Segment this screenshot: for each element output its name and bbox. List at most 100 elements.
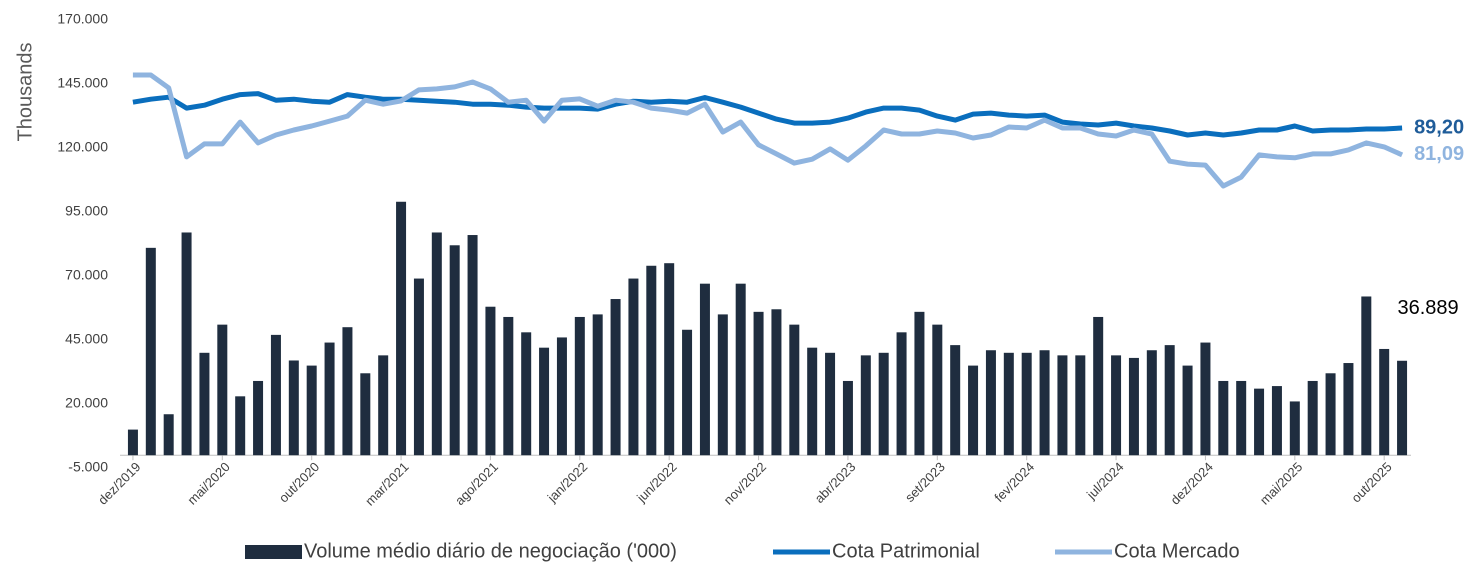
bar bbox=[628, 278, 639, 456]
bar bbox=[807, 347, 818, 456]
x-tick-label: out/2025 bbox=[1348, 459, 1394, 505]
bar bbox=[1075, 355, 1086, 456]
bar bbox=[181, 232, 192, 456]
bar bbox=[556, 337, 567, 456]
bar bbox=[646, 265, 657, 456]
x-tick-label: dez/2024 bbox=[1168, 459, 1216, 507]
bar bbox=[664, 263, 675, 456]
bar bbox=[1289, 401, 1300, 456]
bar bbox=[324, 342, 335, 456]
bar bbox=[610, 299, 621, 456]
bar bbox=[1111, 355, 1122, 456]
bar bbox=[771, 309, 782, 456]
bar bbox=[1218, 380, 1229, 456]
legend-label: Cota Mercado bbox=[1114, 540, 1240, 562]
bar bbox=[485, 306, 496, 456]
bar bbox=[1271, 386, 1282, 456]
bar bbox=[914, 311, 925, 456]
bar bbox=[735, 283, 746, 456]
bar bbox=[1200, 342, 1211, 456]
bar bbox=[467, 235, 478, 456]
bar bbox=[378, 355, 389, 456]
bar bbox=[1093, 316, 1104, 456]
bar bbox=[235, 396, 246, 456]
bar bbox=[825, 352, 836, 456]
bar bbox=[360, 373, 371, 456]
legend-swatch bbox=[245, 545, 302, 559]
bar bbox=[1307, 380, 1318, 456]
y-tick-label: 95.000 bbox=[65, 203, 108, 219]
bar bbox=[896, 332, 907, 456]
y-tick-label: -5.000 bbox=[68, 459, 108, 475]
bar bbox=[145, 247, 156, 456]
bar bbox=[1379, 348, 1390, 456]
y-axis-title: Thousands bbox=[14, 43, 36, 142]
bar bbox=[1003, 352, 1014, 456]
legend-label: Volume médio diário de negociação ('000) bbox=[304, 540, 677, 562]
y-tick-label: 45.000 bbox=[65, 331, 108, 347]
bar bbox=[842, 380, 853, 456]
bar bbox=[163, 414, 174, 456]
bar bbox=[1236, 380, 1247, 456]
x-tick-label: mai/2020 bbox=[184, 459, 232, 507]
x-tick-label: jul/2024 bbox=[1083, 459, 1127, 503]
bar bbox=[1361, 296, 1372, 456]
bar bbox=[342, 327, 353, 456]
bar bbox=[217, 324, 228, 456]
bar bbox=[270, 334, 281, 456]
bar bbox=[968, 365, 979, 456]
y-tick-label: 120.000 bbox=[57, 139, 108, 155]
x-tick-label: mai/2025 bbox=[1257, 459, 1305, 507]
bar bbox=[288, 360, 299, 456]
bar bbox=[253, 380, 264, 456]
bar bbox=[682, 329, 693, 456]
bar bbox=[1325, 373, 1336, 456]
bar bbox=[127, 429, 138, 456]
bar bbox=[199, 352, 210, 456]
bar bbox=[306, 365, 317, 456]
bar bbox=[753, 311, 764, 456]
bar bbox=[396, 201, 407, 456]
line bbox=[132, 91, 1403, 138]
bar bbox=[1021, 352, 1032, 456]
y-tick-label: 170.000 bbox=[57, 11, 108, 27]
x-tick-label: abr/2023 bbox=[812, 459, 859, 506]
bar bbox=[1182, 365, 1193, 456]
bar bbox=[1128, 357, 1139, 456]
y-tick-label: 20.000 bbox=[65, 395, 108, 411]
bar bbox=[1254, 388, 1265, 456]
x-tick-label: mar/2021 bbox=[362, 459, 411, 508]
bar bbox=[1057, 355, 1068, 456]
x-tick-label: out/2020 bbox=[276, 459, 322, 505]
bar bbox=[539, 347, 550, 456]
bar bbox=[717, 314, 728, 456]
bar bbox=[950, 345, 961, 456]
bar bbox=[1343, 363, 1354, 456]
line bbox=[132, 72, 1404, 189]
bar bbox=[592, 314, 603, 456]
x-tick-label: nov/2022 bbox=[721, 459, 769, 507]
bar bbox=[789, 324, 800, 456]
y-tick-label: 145.000 bbox=[57, 75, 108, 91]
bar bbox=[985, 350, 996, 456]
bar bbox=[431, 232, 442, 456]
bar bbox=[574, 316, 585, 456]
bar bbox=[449, 245, 460, 456]
x-tick-label: jan/2022 bbox=[544, 459, 591, 506]
x-tick-label: set/2023 bbox=[902, 459, 948, 505]
legend-label: Cota Patrimonial bbox=[832, 540, 980, 562]
bar bbox=[1164, 345, 1175, 456]
bar bbox=[1146, 350, 1157, 456]
x-tick-label: ago/2021 bbox=[452, 459, 501, 508]
data-label: 81,09 bbox=[1414, 143, 1464, 165]
bar bbox=[503, 316, 514, 456]
bar bbox=[1397, 360, 1408, 456]
bar bbox=[860, 355, 871, 456]
bar bbox=[699, 283, 710, 456]
bar bbox=[413, 278, 424, 456]
data-label: 36.889 bbox=[1397, 297, 1458, 319]
bar bbox=[878, 352, 889, 456]
data-label: 89,20 bbox=[1414, 116, 1464, 138]
x-tick-label: fev/2024 bbox=[991, 459, 1037, 505]
